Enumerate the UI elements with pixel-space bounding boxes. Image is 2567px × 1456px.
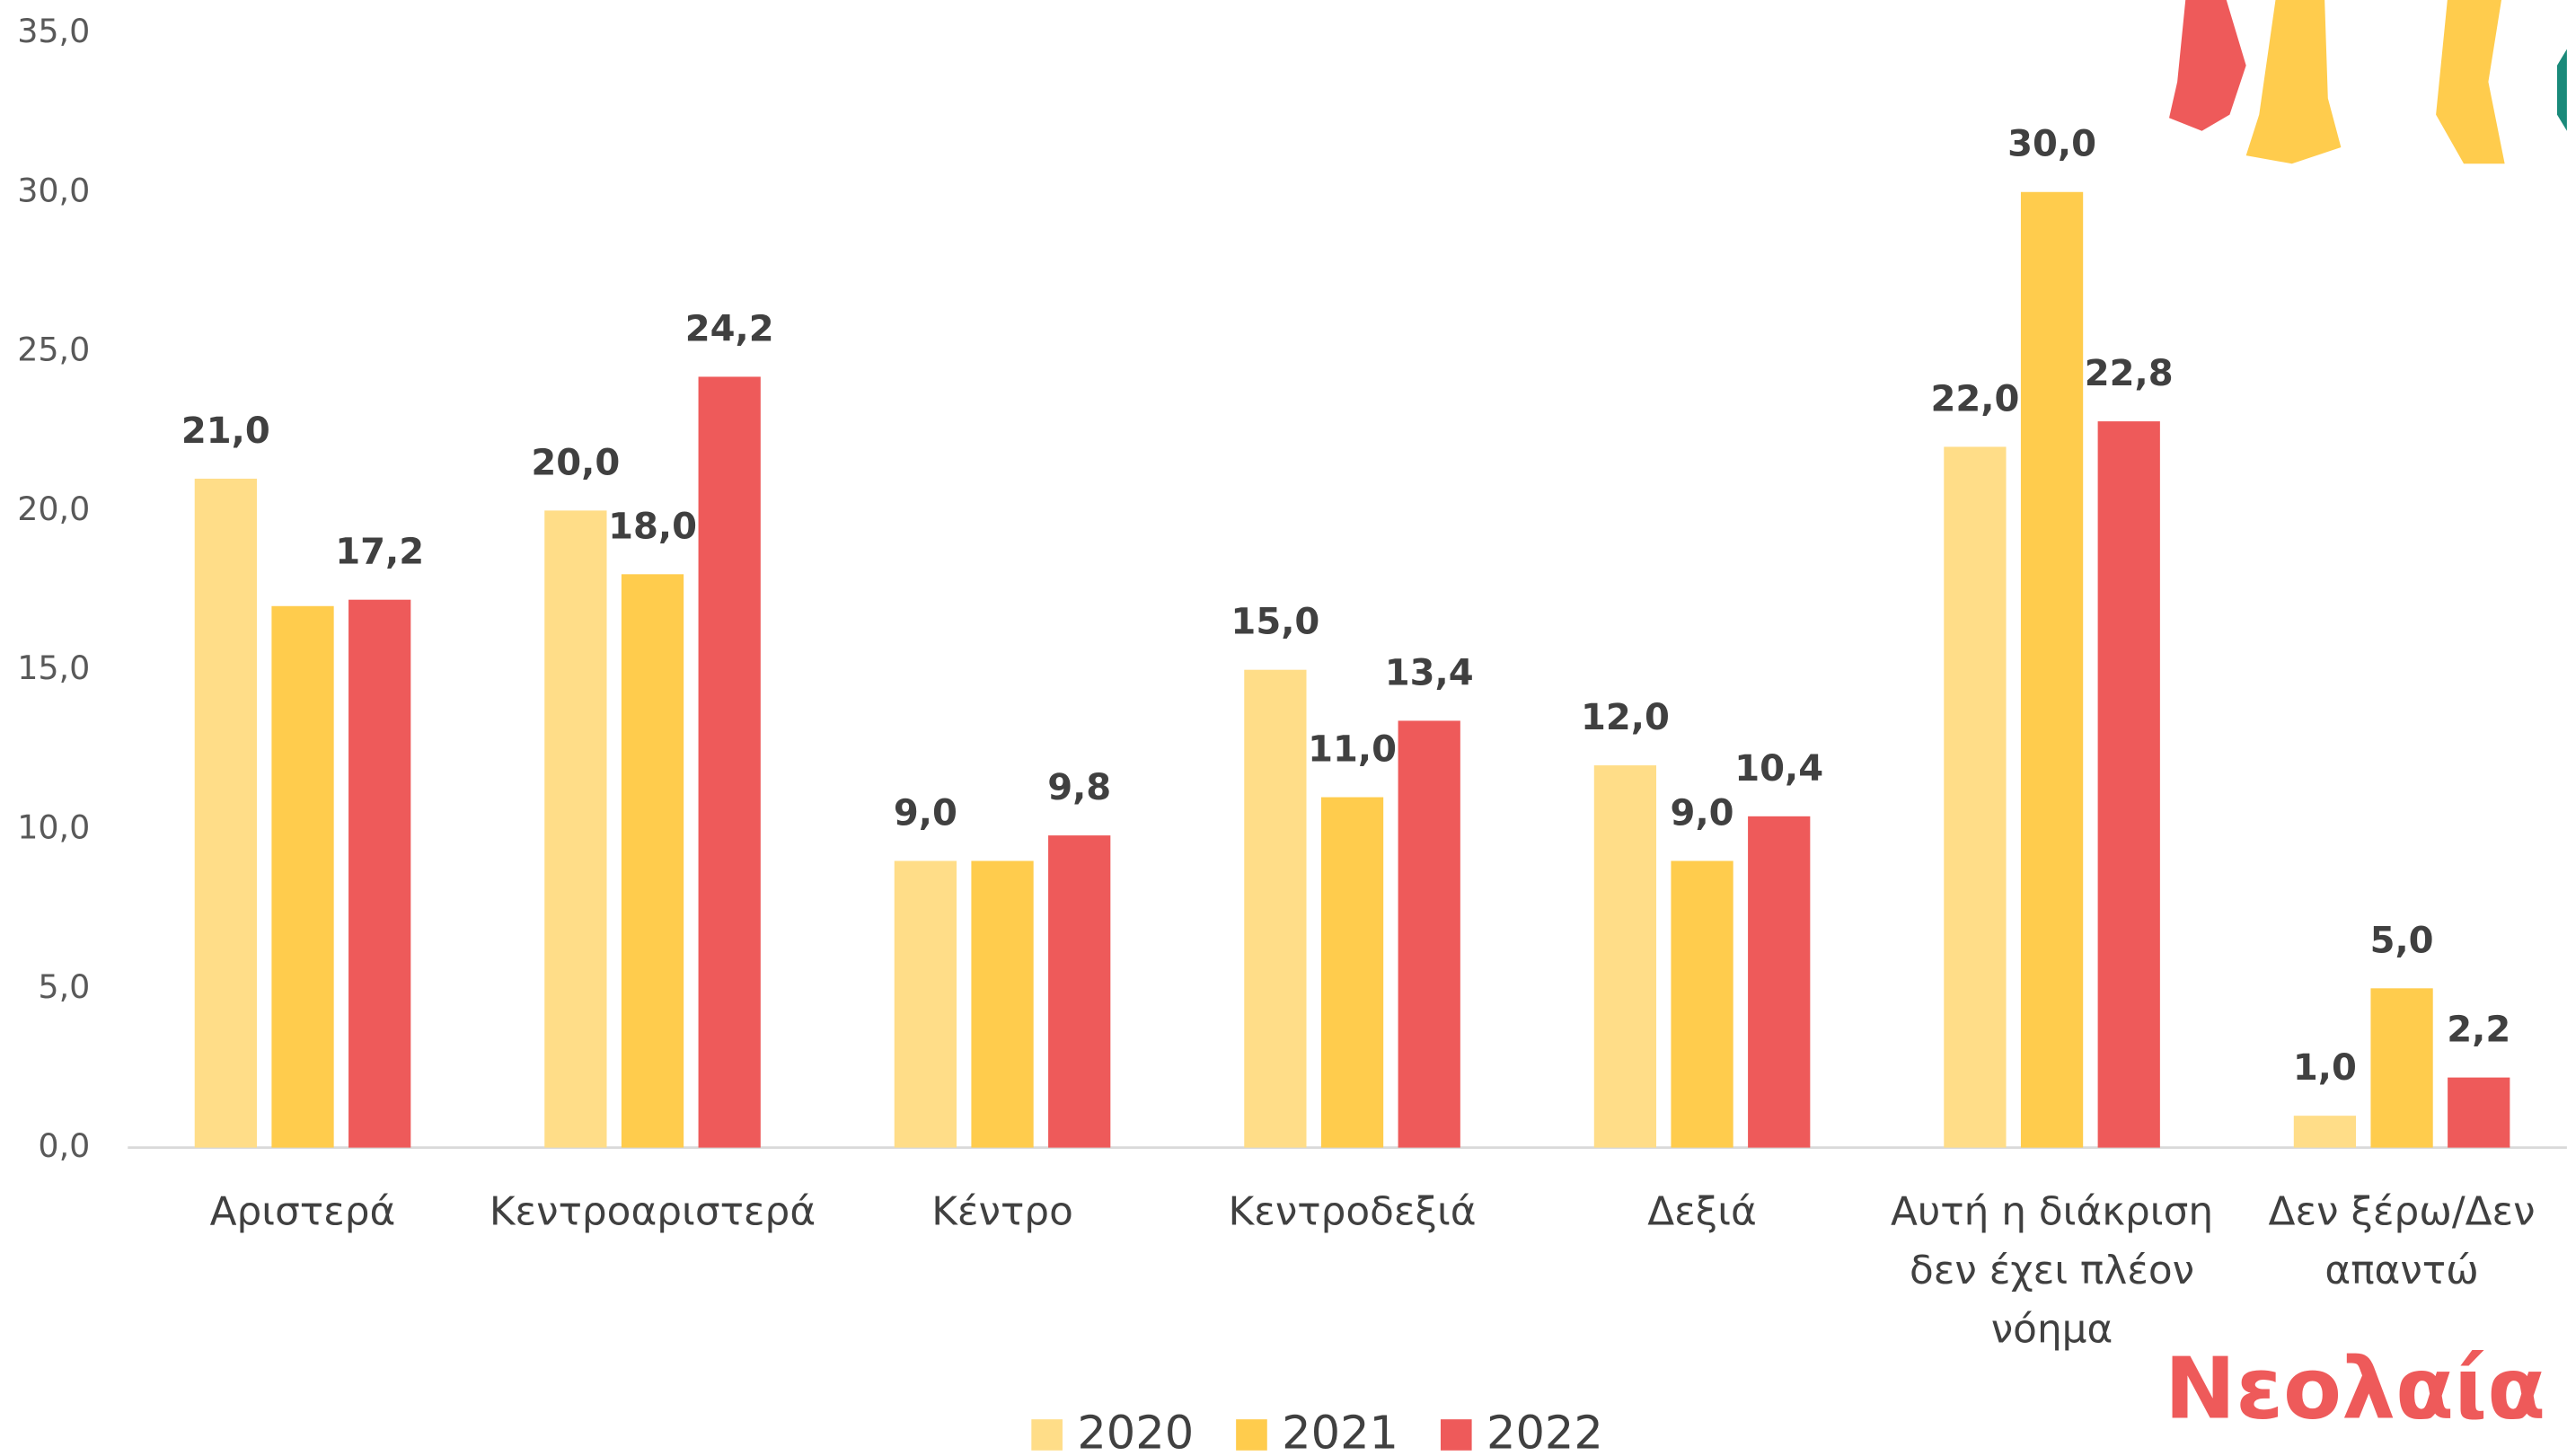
value-label: 13,4 — [1385, 652, 1474, 693]
x-tick-label-box: Δεν ξέρω/Δεν απαντώ — [2268, 1188, 2536, 1293]
value-label: 20,0 — [531, 442, 620, 483]
x-tick-label: Αυτή η διάκριση δεν έχει πλέον νόημα — [1891, 1188, 2214, 1353]
bar — [894, 860, 957, 1148]
x-tick-label: Κεντροδεξιά — [1228, 1188, 1477, 1235]
value-label: 9,0 — [894, 792, 957, 834]
bar — [544, 510, 607, 1148]
bar — [348, 599, 411, 1148]
value-label: 9,8 — [1047, 767, 1111, 808]
bar — [2293, 1116, 2357, 1148]
value-label: 17,2 — [335, 532, 424, 573]
bar — [971, 860, 1034, 1148]
y-tick-label: 30,0 — [17, 171, 90, 209]
value-label: 10,4 — [1734, 748, 1823, 790]
bar — [2020, 191, 2084, 1148]
x-tick-label: Δεν ξέρω/Δεν απαντώ — [2268, 1188, 2536, 1293]
x-tick-label-box: Κεντροδεξιά — [1228, 1188, 1477, 1235]
bar — [2370, 988, 2433, 1148]
bar — [1048, 835, 1111, 1148]
bar — [1398, 720, 1460, 1148]
legend-swatch — [1031, 1419, 1063, 1451]
legend-label: 2021 — [1282, 1407, 1398, 1456]
value-label: 11,0 — [1308, 729, 1397, 771]
bar — [1944, 446, 2007, 1148]
value-label: 15,0 — [1231, 602, 1319, 643]
x-tick-label-box: Αριστερά — [209, 1188, 396, 1235]
x-tick-label: Δεξιά — [1647, 1188, 1757, 1235]
value-label: 24,2 — [685, 308, 774, 349]
x-tick-label-box: Αυτή η διάκριση δεν έχει πλέον νόημα — [1891, 1188, 2214, 1353]
value-label: 5,0 — [2370, 920, 2434, 961]
bar — [271, 605, 334, 1148]
value-label: 9,0 — [1671, 792, 1734, 834]
value-label: 2,2 — [2447, 1010, 2510, 1051]
value-label: 30,0 — [2007, 124, 2096, 165]
bar — [194, 478, 257, 1148]
y-tick-label: 15,0 — [17, 649, 90, 687]
legend-label: 2020 — [1077, 1407, 1194, 1456]
x-tick-label: Αριστερά — [209, 1188, 396, 1235]
x-tick-label: Κέντρο — [931, 1188, 1073, 1235]
value-label: 12,0 — [1581, 697, 1670, 738]
y-tick-label: 0,0 — [38, 1126, 90, 1165]
value-label: 21,0 — [181, 410, 270, 452]
x-tick-label-box: Κέντρο — [931, 1188, 1073, 1235]
value-label: 1,0 — [2293, 1047, 2357, 1089]
bar — [2448, 1077, 2510, 1148]
y-tick-label: 5,0 — [38, 967, 90, 1006]
bar — [621, 574, 684, 1148]
bar — [1320, 797, 1384, 1148]
y-tick-label: 25,0 — [17, 331, 90, 369]
bar — [2097, 421, 2160, 1148]
legend-swatch — [1440, 1419, 1472, 1451]
decoration — [2169, 0, 2567, 164]
x-tick-label: Κεντροαριστερά — [489, 1188, 816, 1235]
bar — [1671, 860, 1733, 1148]
x-tick-label-box: Κεντροαριστερά — [489, 1188, 816, 1235]
bar — [1244, 669, 1307, 1148]
bar — [1748, 816, 1811, 1148]
y-tick-label: 20,0 — [17, 490, 90, 528]
x-tick-label-box: Δεξιά — [1647, 1188, 1757, 1235]
logo: Νεολαία — [2165, 1340, 2545, 1439]
value-label: 22,0 — [1930, 378, 2019, 419]
value-label: 18,0 — [608, 506, 697, 547]
y-tick-label: 35,0 — [17, 12, 90, 50]
value-label: 22,8 — [2085, 353, 2174, 394]
bar — [698, 376, 761, 1148]
y-tick-label: 10,0 — [17, 808, 90, 847]
bar — [1593, 765, 1657, 1148]
legend-label: 2022 — [1486, 1407, 1603, 1456]
legend-swatch — [1236, 1419, 1267, 1451]
